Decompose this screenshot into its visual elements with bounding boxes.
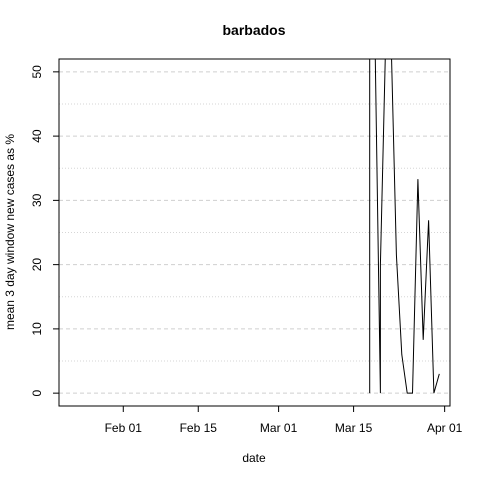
series-line (370, 40, 440, 393)
y-tick-label: 20 (30, 258, 44, 272)
series-layer (370, 40, 440, 393)
x-tick-label: Feb 01 (105, 421, 143, 435)
y-tick-label: 50 (30, 65, 44, 79)
x-tick-label: Mar 01 (260, 421, 298, 435)
x-axis-label: date (242, 451, 266, 465)
y-tick-label: 40 (30, 129, 44, 143)
chart-title: barbados (222, 22, 285, 38)
x-axis: Feb 01 Feb 15 Mar 01 Mar 15 Apr 01 (105, 406, 463, 435)
x-tick-label: Apr 01 (427, 421, 463, 435)
y-axis-label: mean 3 day window new cases as % (3, 134, 17, 330)
y-tick-label: 0 (30, 389, 44, 396)
y-tick-label: 10 (30, 322, 44, 336)
x-tick-label: Mar 15 (335, 421, 373, 435)
y-tick-label: 30 (30, 193, 44, 207)
y-axis: 0 10 20 30 40 50 (30, 65, 59, 397)
x-tick-label: Feb 15 (180, 421, 218, 435)
grid (59, 72, 450, 393)
